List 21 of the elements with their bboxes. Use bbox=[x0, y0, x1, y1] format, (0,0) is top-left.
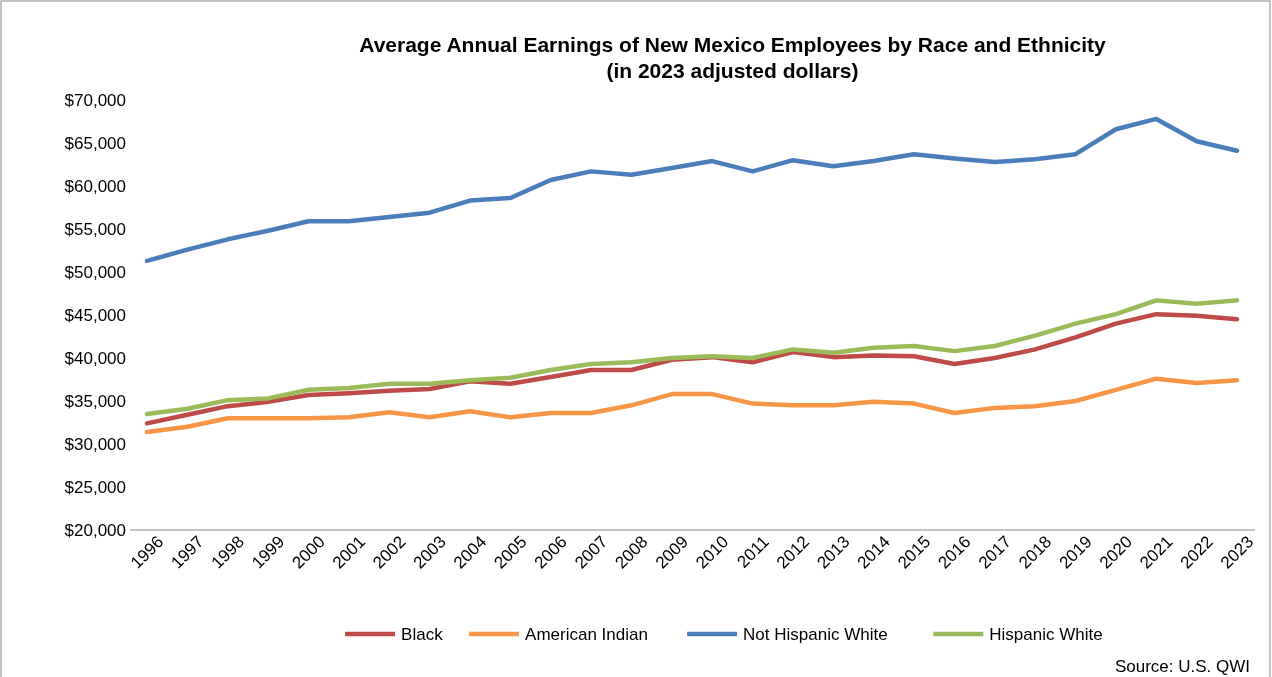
y-tick-label: $65,000 bbox=[64, 133, 126, 153]
y-tick-label: $35,000 bbox=[64, 391, 126, 411]
y-tick-label: $20,000 bbox=[64, 520, 126, 540]
y-tick-label: $30,000 bbox=[64, 434, 126, 454]
y-tick-label: $70,000 bbox=[64, 90, 126, 110]
line-series bbox=[144, 298, 1240, 417]
legend-label: Not Hispanic White bbox=[743, 625, 888, 644]
y-tick-label: $40,000 bbox=[64, 348, 126, 368]
y-tick-label: $55,000 bbox=[64, 219, 126, 239]
legend-label: American Indian bbox=[525, 625, 648, 644]
y-tick-label: $60,000 bbox=[64, 176, 126, 196]
line-series bbox=[144, 376, 1240, 435]
y-tick-label: $45,000 bbox=[64, 305, 126, 325]
legend-label: Black bbox=[401, 625, 444, 644]
line-series bbox=[144, 116, 1240, 264]
legend-label: Hispanic White bbox=[989, 625, 1103, 644]
source-note: Source: U.S. QWI bbox=[1114, 657, 1250, 676]
y-tick-label: $25,000 bbox=[64, 477, 126, 497]
chart-title: Average Annual Earnings of New Mexico Employees by Race and Ethnicity (in 2023 adjusted dollars) bbox=[359, 33, 1107, 82]
line-series bbox=[144, 311, 1240, 426]
y-tick-label: $50,000 bbox=[64, 262, 126, 282]
